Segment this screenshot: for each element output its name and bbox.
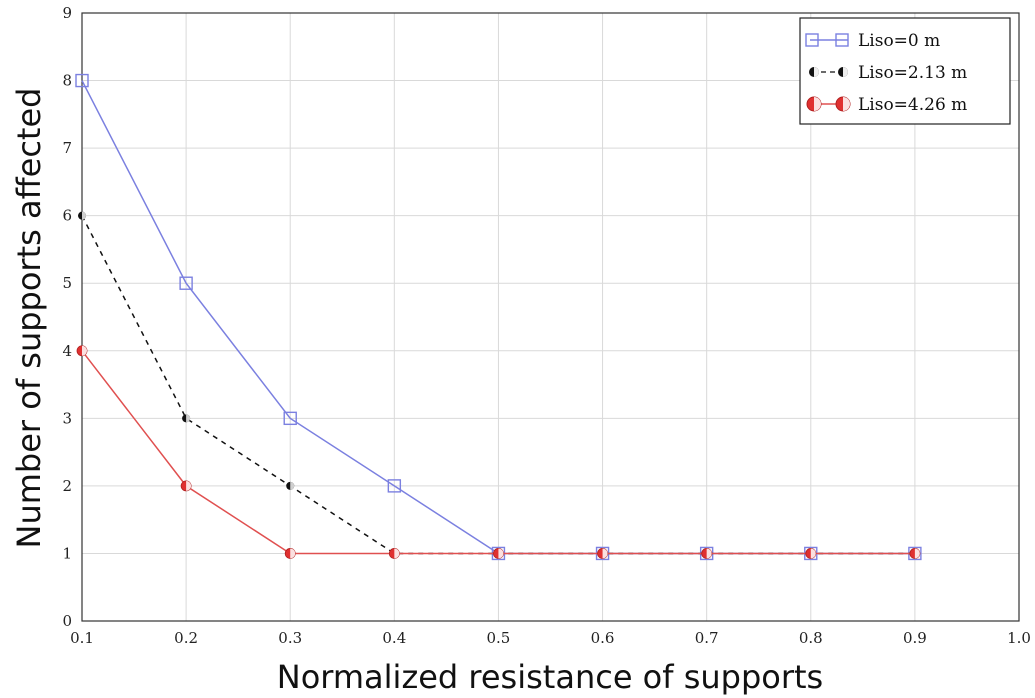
data-point (284, 548, 296, 559)
x-tick-label: 0.3 (278, 629, 302, 647)
data-point (387, 479, 402, 493)
series-layer (75, 73, 922, 561)
data-point (283, 411, 297, 426)
data-point (75, 73, 89, 88)
y-tick-label: 8 (62, 72, 72, 90)
x-tick-label: 1.0 (1007, 629, 1031, 647)
legend-marker-0b (835, 33, 849, 47)
data-point (182, 414, 191, 423)
data-point (388, 548, 400, 559)
legend-box (799, 17, 1011, 125)
data-point (493, 548, 504, 559)
legend-marker-1b (838, 67, 848, 77)
legend-marker-2b (835, 96, 851, 112)
y-ticks: 0 1 2 3 4 5 6 7 8 9 (62, 4, 72, 630)
legend-marker-2a (806, 96, 822, 112)
x-tick-label: 0.4 (382, 629, 406, 647)
legend-entry-0: Liso=0 m (805, 31, 940, 51)
data-point (78, 211, 86, 220)
x-tick-label: 0.9 (903, 629, 927, 647)
plot-frame (81, 12, 1020, 622)
data-point (597, 548, 608, 559)
x-tick-label: 0.2 (174, 629, 198, 647)
y-tick-label: 3 (62, 409, 72, 427)
data-point (76, 345, 88, 357)
y-tick-label: 7 (62, 139, 72, 157)
x-tick-label: 0.8 (799, 629, 823, 647)
y-tick-label: 5 (62, 274, 72, 292)
legend-marker-0a (805, 33, 819, 47)
y-tick-label: 9 (62, 4, 72, 22)
data-point (805, 548, 817, 559)
x-tick-label: 0.6 (591, 629, 615, 647)
legend-label-0: Liso=0 m (858, 31, 940, 51)
x-tick-label: 0.7 (695, 629, 719, 647)
legend-label-2: Liso=4.26 m (858, 95, 967, 115)
data-point (179, 276, 193, 290)
y-tick-label: 2 (62, 477, 72, 495)
x-axis-label: Normalized resistance of supports (277, 658, 823, 696)
legend-entry-2: Liso=4.26 m (806, 95, 967, 115)
y-axis-label: Number of supports affected (10, 88, 48, 549)
x-ticks: 0.1 0.2 0.3 0.4 0.5 0.6 0.7 0.8 0.9 1.0 (70, 629, 1031, 647)
data-point (180, 480, 192, 492)
legend: Liso=0 m Liso=2.13 m Liso= (799, 17, 1011, 125)
y-tick-label: 0 (62, 612, 72, 630)
x-tick-label: 0.1 (70, 629, 94, 647)
data-point (701, 548, 713, 559)
legend-label-1: Liso=2.13 m (858, 63, 967, 83)
y-tick-label: 6 (62, 207, 72, 225)
y-tick-label: 1 (62, 544, 72, 562)
data-point (286, 481, 295, 490)
series-2 (76, 345, 921, 559)
data-point (909, 548, 921, 559)
legend-marker-1a (809, 67, 819, 77)
x-tick-label: 0.5 (487, 629, 511, 647)
y-tick-label: 4 (62, 342, 72, 360)
legend-entry-1: Liso=2.13 m (809, 63, 967, 83)
